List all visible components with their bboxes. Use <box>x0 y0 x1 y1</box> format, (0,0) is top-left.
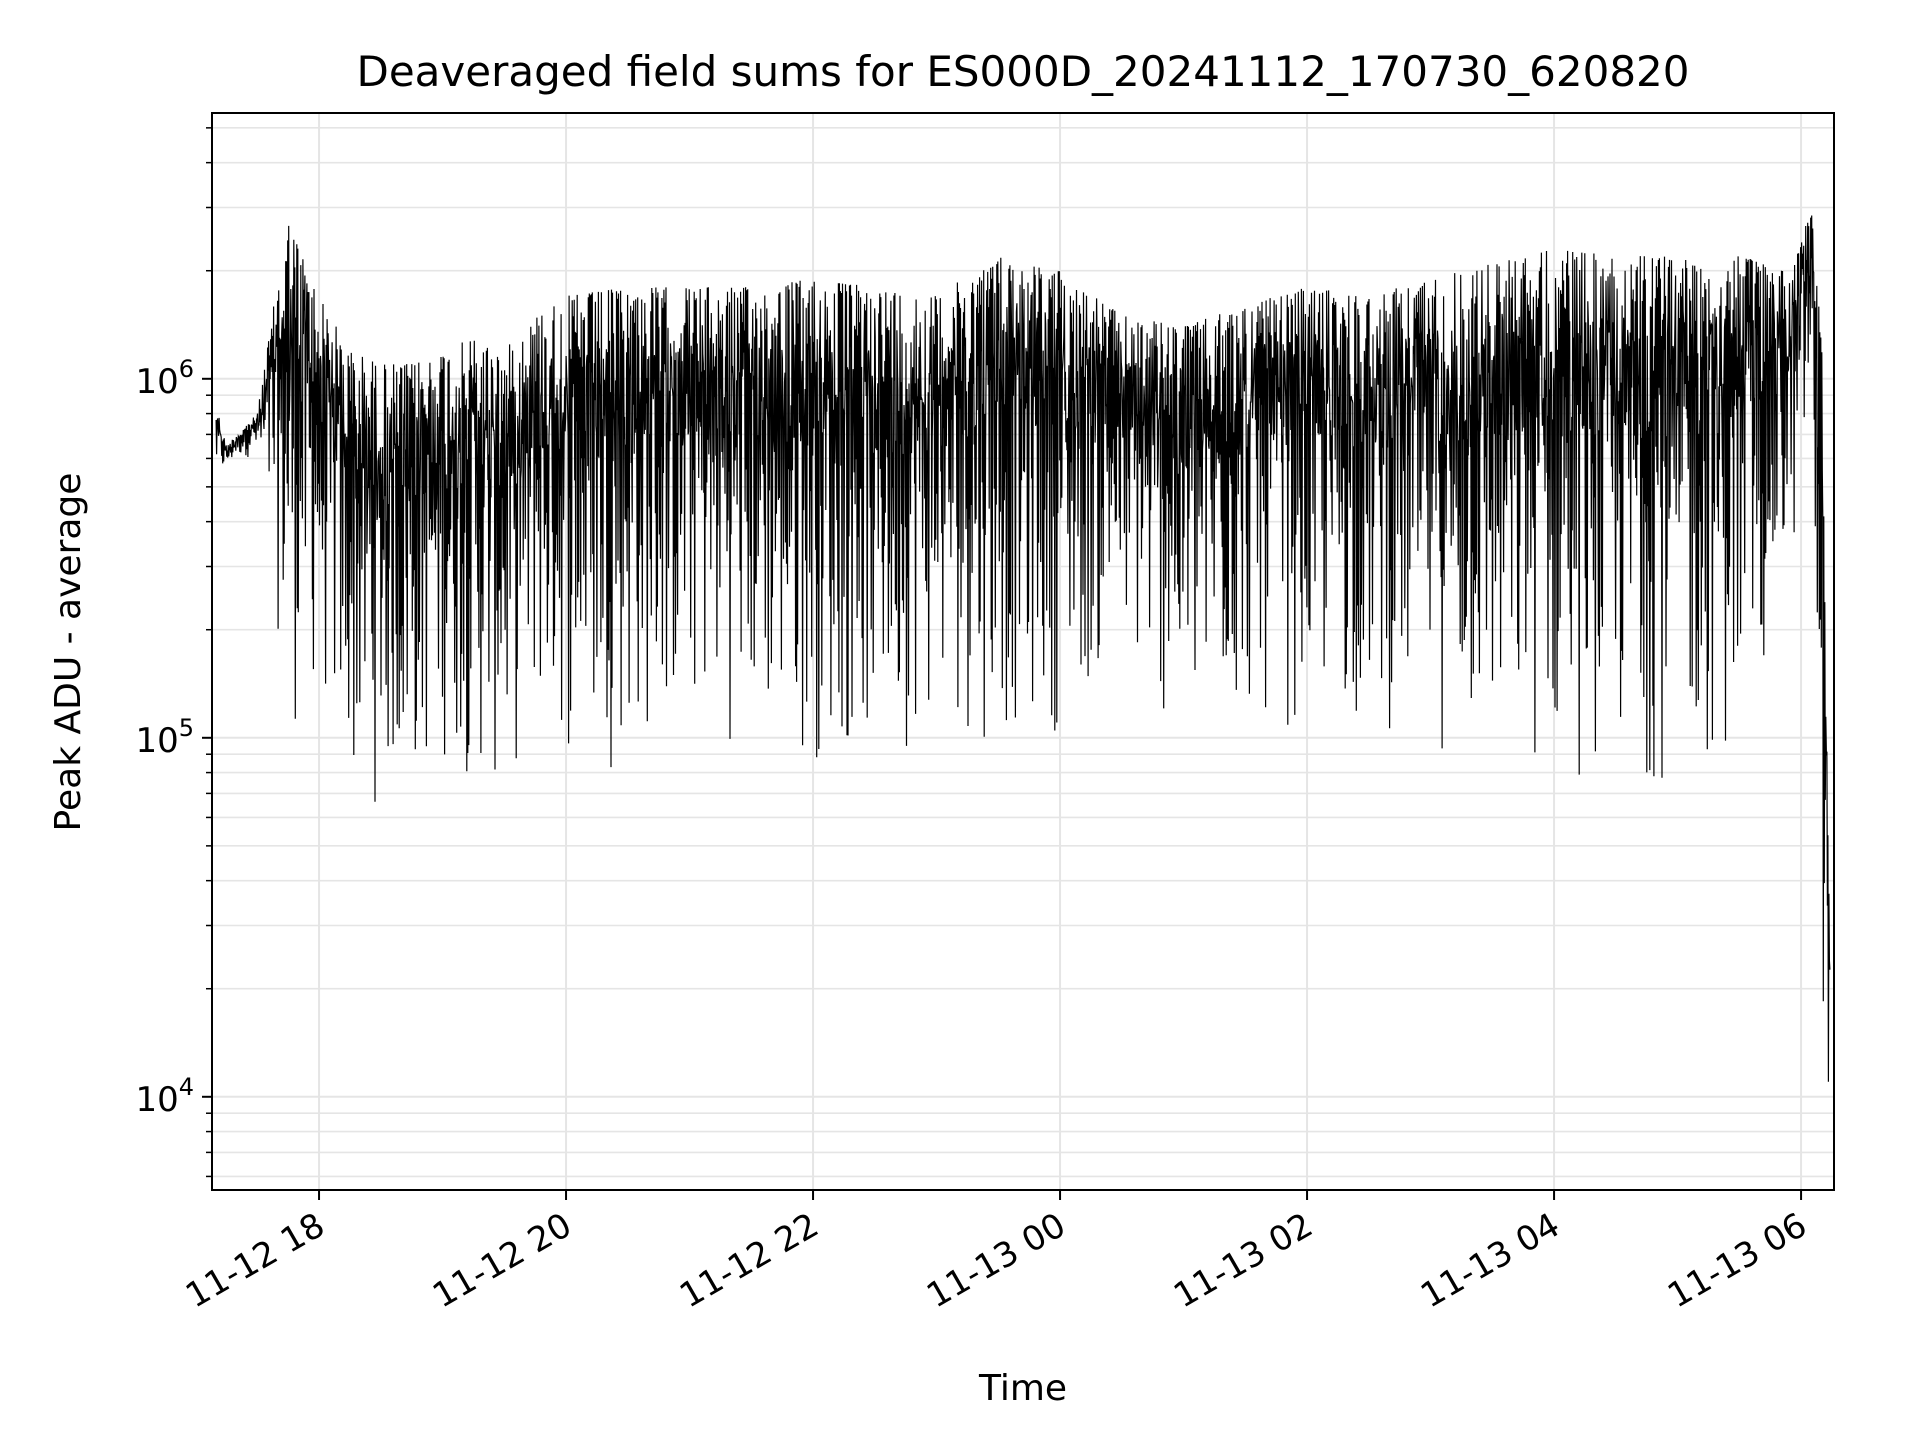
y-tick-label: 105 <box>135 714 194 761</box>
x-tick-label: 11-13 02 <box>1167 1205 1319 1316</box>
x-tick-label: 11-12 22 <box>673 1205 825 1316</box>
x-tick-label: 11-12 18 <box>179 1205 331 1316</box>
plot-frame <box>211 112 1835 1191</box>
y-tick-label: 104 <box>135 1073 194 1120</box>
x-tick-label: 11-12 20 <box>426 1205 578 1316</box>
y-tick-label: 106 <box>135 355 194 402</box>
y-axis-label: Peak ADU - average <box>48 473 89 832</box>
x-tick-label: 11-13 04 <box>1414 1205 1566 1316</box>
x-tick-label: 11-13 00 <box>920 1205 1072 1316</box>
chart-title: Deaveraged field sums for ES000D_2024111… <box>357 47 1690 96</box>
x-axis-label: Time <box>978 1368 1067 1409</box>
x-tick-label: 11-13 06 <box>1661 1205 1813 1316</box>
data-series <box>215 215 1831 1082</box>
series-line <box>215 215 1831 1082</box>
